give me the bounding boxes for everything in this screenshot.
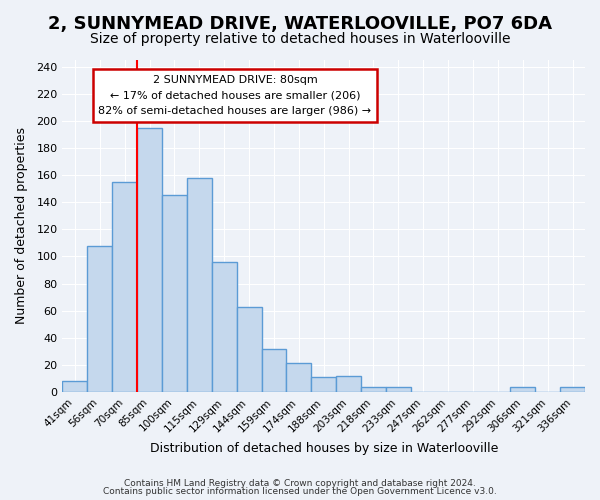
Bar xyxy=(212,262,236,392)
Bar xyxy=(137,128,162,392)
Bar xyxy=(112,182,137,392)
Bar xyxy=(560,386,585,392)
Bar xyxy=(361,386,386,392)
Y-axis label: Number of detached properties: Number of detached properties xyxy=(15,128,28,324)
Bar xyxy=(311,377,336,392)
Bar xyxy=(386,386,411,392)
Bar xyxy=(88,246,112,392)
Text: Contains HM Land Registry data © Crown copyright and database right 2024.: Contains HM Land Registry data © Crown c… xyxy=(124,478,476,488)
Bar xyxy=(162,196,187,392)
X-axis label: Distribution of detached houses by size in Waterlooville: Distribution of detached houses by size … xyxy=(149,442,498,455)
Text: 2 SUNNYMEAD DRIVE: 80sqm
← 17% of detached houses are smaller (206)
82% of semi-: 2 SUNNYMEAD DRIVE: 80sqm ← 17% of detach… xyxy=(98,75,371,116)
Bar xyxy=(511,386,535,392)
Bar xyxy=(286,364,311,392)
Bar xyxy=(187,178,212,392)
Bar xyxy=(336,376,361,392)
Text: Contains public sector information licensed under the Open Government Licence v3: Contains public sector information licen… xyxy=(103,487,497,496)
Bar xyxy=(236,306,262,392)
Text: 2, SUNNYMEAD DRIVE, WATERLOOVILLE, PO7 6DA: 2, SUNNYMEAD DRIVE, WATERLOOVILLE, PO7 6… xyxy=(48,15,552,33)
Text: Size of property relative to detached houses in Waterlooville: Size of property relative to detached ho… xyxy=(90,32,510,46)
Bar xyxy=(62,381,88,392)
Bar xyxy=(262,348,286,392)
